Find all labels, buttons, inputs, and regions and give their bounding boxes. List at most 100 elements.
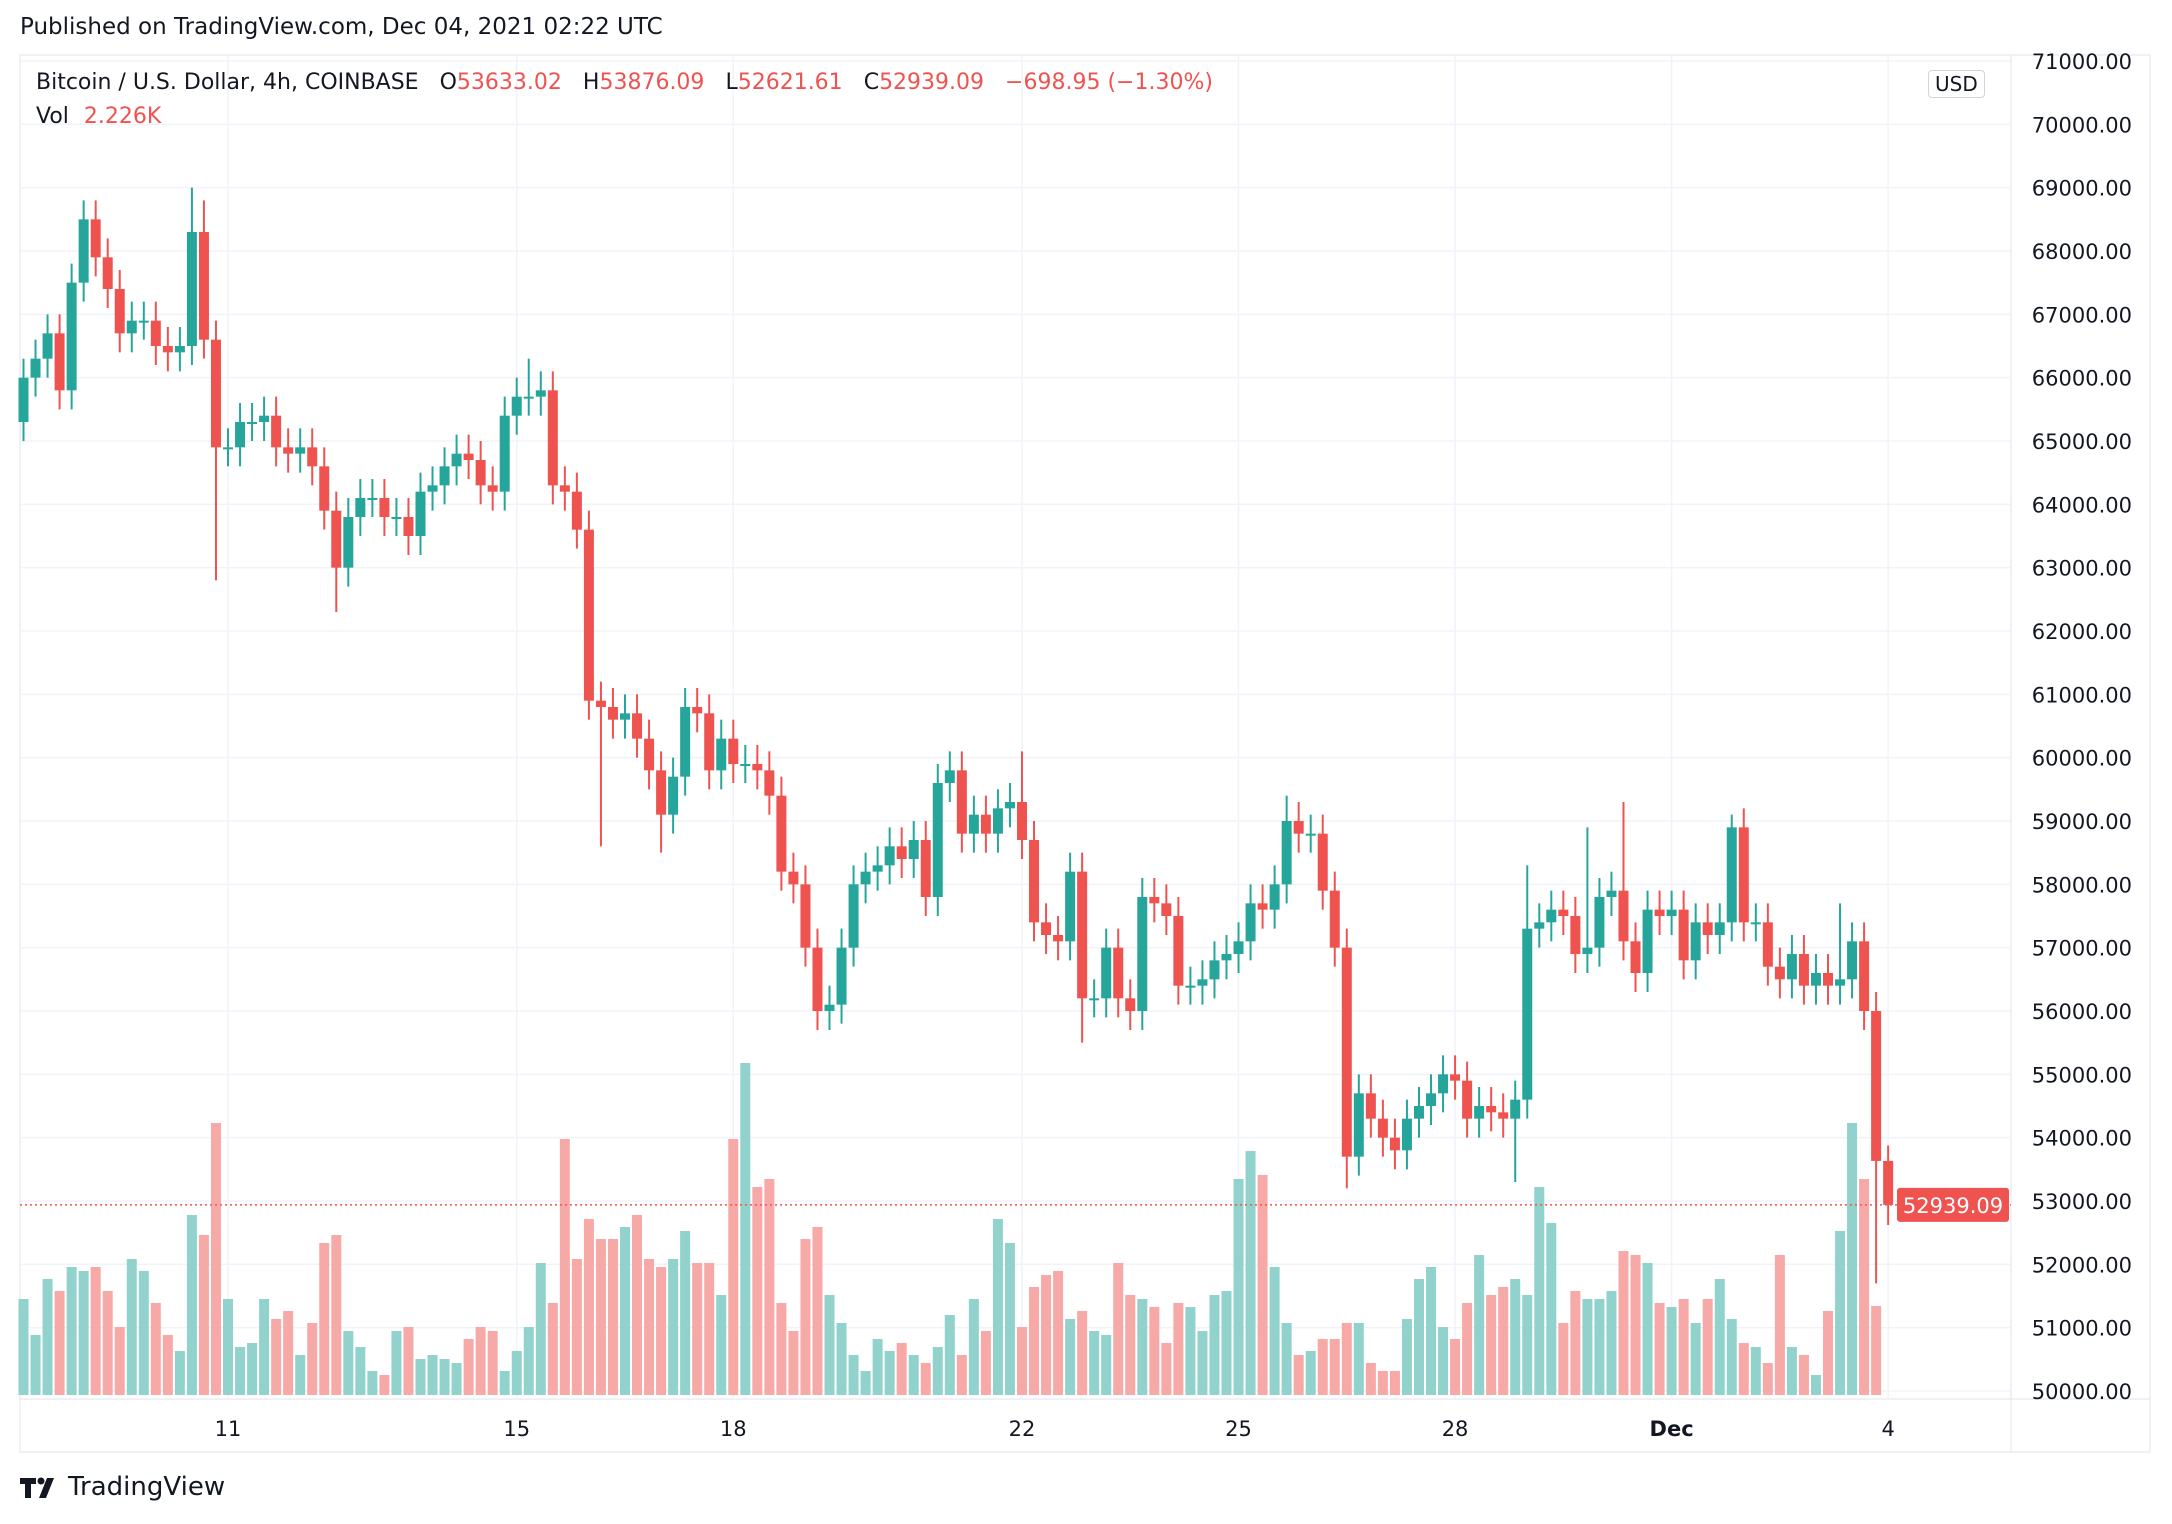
candle-body xyxy=(932,783,943,897)
volume-bar xyxy=(1173,1303,1184,1395)
candle-body xyxy=(1161,903,1172,916)
candle xyxy=(1498,1093,1509,1138)
candle xyxy=(547,371,558,505)
candle xyxy=(559,466,570,511)
volume-bar xyxy=(1305,1351,1316,1395)
volume-bar xyxy=(1546,1223,1557,1395)
candle xyxy=(704,694,715,790)
candle-body xyxy=(1606,890,1617,897)
volume-bar xyxy=(1004,1243,1015,1395)
volume-bar xyxy=(367,1371,378,1395)
volume-bar xyxy=(704,1263,715,1395)
y-tick-label: 63000.00 xyxy=(2032,557,2132,581)
volume-bar xyxy=(331,1235,342,1395)
candle-body xyxy=(571,491,582,530)
candle xyxy=(1582,827,1593,973)
currency-button[interactable]: USD xyxy=(1928,70,1985,98)
candle-body xyxy=(968,814,979,834)
candle xyxy=(1871,992,1882,1284)
volume-bar xyxy=(1498,1287,1509,1395)
volume-bar xyxy=(271,1319,282,1395)
x-tick-label: 15 xyxy=(503,1417,530,1441)
high-value: 53876.09 xyxy=(599,70,705,95)
candle xyxy=(908,821,919,878)
candle xyxy=(1678,890,1689,980)
volume-bar xyxy=(607,1239,618,1395)
volume-bar xyxy=(343,1331,354,1395)
candle xyxy=(583,510,594,720)
candle-body xyxy=(1426,1093,1437,1106)
volume-label: Vol xyxy=(36,104,69,129)
candle-body xyxy=(1413,1106,1424,1119)
candle-body xyxy=(607,707,618,720)
candle-body xyxy=(475,460,486,486)
candle-body xyxy=(1690,922,1701,961)
candle xyxy=(884,827,895,885)
y-tick-label: 59000.00 xyxy=(2032,810,2132,834)
candle-body xyxy=(210,339,221,448)
y-tick-label: 58000.00 xyxy=(2032,873,2132,897)
volume-bar xyxy=(559,1139,570,1395)
volume-bar xyxy=(78,1271,89,1395)
candle xyxy=(379,479,390,536)
candle-body xyxy=(1209,960,1220,980)
candle-body xyxy=(391,517,402,519)
candle xyxy=(1389,1118,1400,1170)
candle-body xyxy=(1365,1093,1376,1119)
volume-bar xyxy=(1618,1251,1629,1395)
candle xyxy=(415,472,426,555)
candle-body xyxy=(427,485,438,492)
candle-body xyxy=(1089,998,1100,1001)
volume-bar xyxy=(66,1267,77,1395)
candle xyxy=(956,751,967,853)
tradingview-logo[interactable]: TradingView xyxy=(20,1472,225,1502)
candle xyxy=(1798,935,1809,1005)
candle xyxy=(1004,783,1015,828)
volume-bar xyxy=(535,1263,546,1395)
volume-bar xyxy=(523,1327,534,1395)
open-value: 53633.02 xyxy=(456,70,562,95)
candle-body xyxy=(1678,909,1689,961)
volume-bar xyxy=(1642,1263,1653,1395)
candle xyxy=(367,479,378,517)
candle xyxy=(1041,903,1052,954)
y-tick-label: 62000.00 xyxy=(2032,620,2132,644)
candle-body xyxy=(283,447,294,454)
x-tick-label: 11 xyxy=(215,1417,242,1441)
volume-bar xyxy=(728,1139,739,1395)
close-value: 52939.09 xyxy=(879,70,985,95)
candle xyxy=(511,377,522,435)
symbol-title[interactable]: Bitcoin / U.S. Dollar, 4h, COINBASE xyxy=(36,70,419,95)
candle-body xyxy=(1570,916,1581,954)
volume-bar xyxy=(860,1371,871,1395)
volume-bar xyxy=(1666,1307,1677,1395)
ohlc-legend: Bitcoin / U.S. Dollar, 4h, COINBASE O536… xyxy=(36,70,1213,95)
volume-bar xyxy=(1233,1179,1244,1395)
candle-body xyxy=(66,282,77,391)
candle xyxy=(1690,903,1701,980)
candle-body xyxy=(247,422,258,424)
candle xyxy=(1185,966,1196,1005)
candle xyxy=(1125,979,1136,1030)
candle-body xyxy=(1859,941,1870,1011)
volume-bar xyxy=(126,1259,137,1395)
volume-bar xyxy=(403,1327,414,1395)
candle-body xyxy=(1510,1099,1521,1119)
volume-bar xyxy=(944,1315,955,1395)
volume-bar xyxy=(90,1267,101,1395)
candle-body xyxy=(535,390,546,397)
candle-body xyxy=(78,219,89,283)
low-value: 52621.61 xyxy=(737,70,843,95)
x-tick-label: 18 xyxy=(720,1417,747,1441)
candle-body xyxy=(644,738,655,771)
volume-bar xyxy=(1209,1295,1220,1395)
candle-body xyxy=(1293,821,1304,834)
volume-bar xyxy=(1089,1331,1100,1395)
candle xyxy=(102,238,113,308)
volume-bar xyxy=(210,1123,221,1395)
candle-body xyxy=(271,415,282,448)
candle-body xyxy=(944,770,955,783)
candle-body xyxy=(1810,973,1821,986)
volume-bar xyxy=(415,1359,426,1395)
